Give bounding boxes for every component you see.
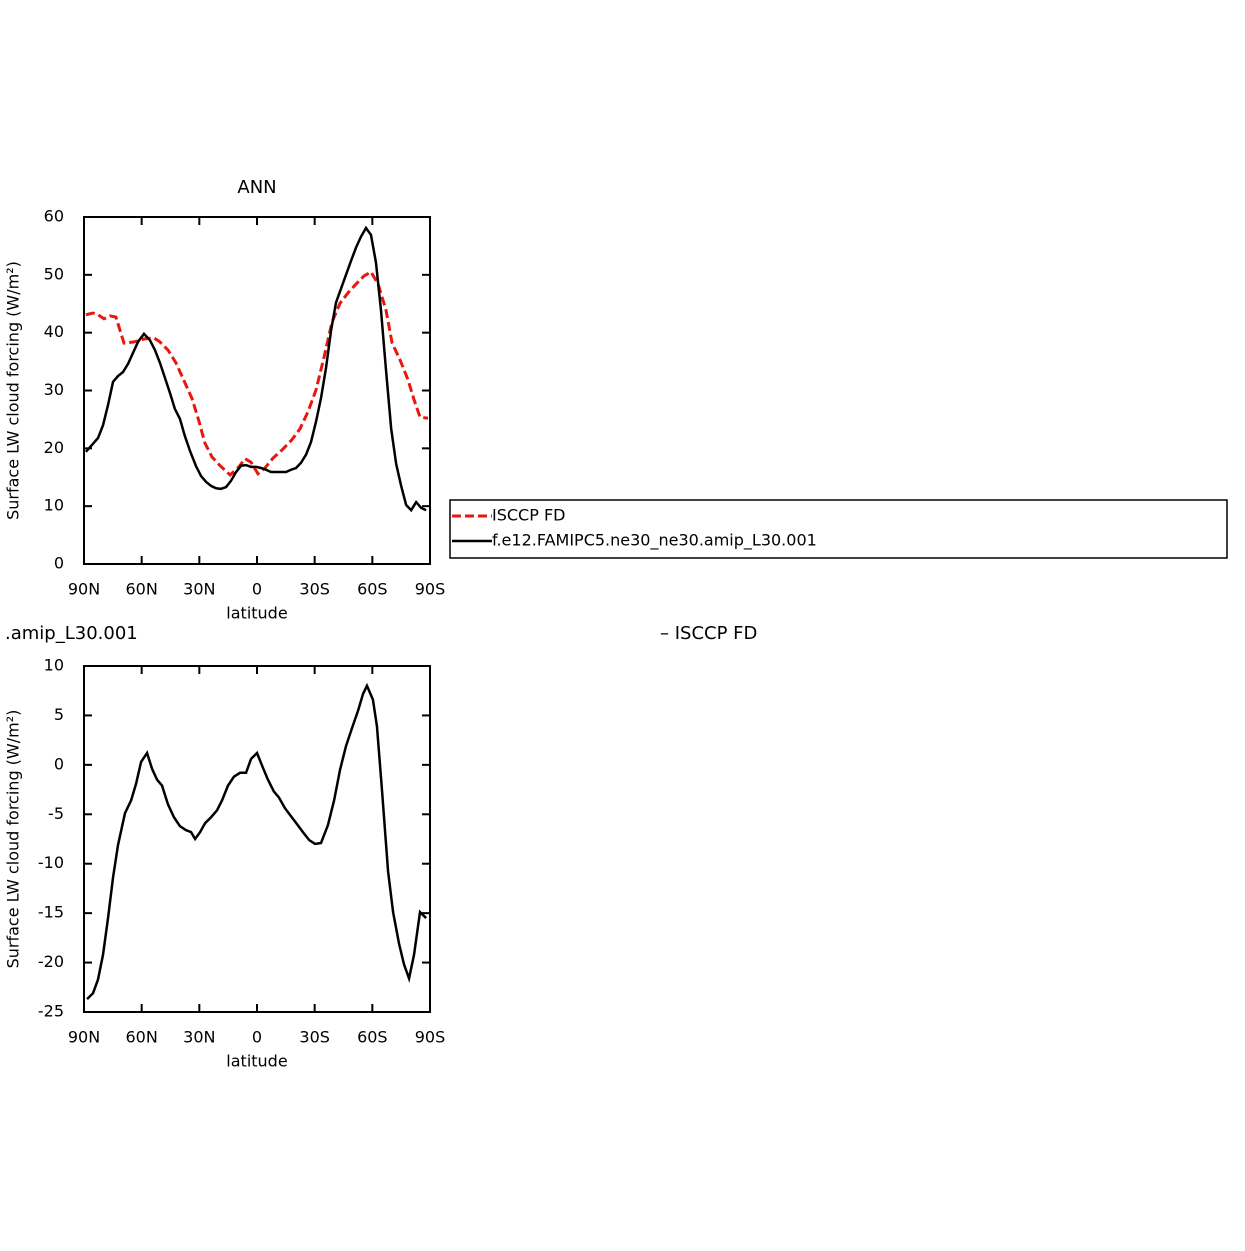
x-tick-label: 90N — [68, 580, 100, 599]
y-axis-label: Surface LW cloud forcing (W/m²) — [4, 261, 23, 520]
y-tick-label: -15 — [38, 903, 64, 922]
x-tick-label: 0 — [252, 580, 262, 599]
chart-title: ANN — [237, 177, 276, 198]
x-tick-label: 90N — [68, 1028, 100, 1047]
x-tick-label: 60N — [126, 580, 158, 599]
y-tick-label: 10 — [44, 496, 64, 515]
legend-box — [449, 499, 1228, 559]
y-tick-label: -10 — [38, 853, 64, 872]
y-tick-label: 0 — [54, 754, 64, 773]
x-tick-label: 90S — [415, 1028, 446, 1047]
x-tick-label: 30N — [183, 580, 215, 599]
plot-frame — [83, 216, 431, 565]
plot-frame — [83, 665, 431, 1013]
x-tick-label: 30S — [299, 580, 330, 599]
y-tick-label: 5 — [54, 705, 64, 724]
y-tick-label: -20 — [38, 952, 64, 971]
chart-title: .amip_L30.001 — [5, 623, 138, 644]
x-tick-label: 60N — [126, 1028, 158, 1047]
data-line — [85, 269, 429, 477]
x-axis-label: latitude — [226, 1052, 287, 1071]
x-tick-label: 30N — [183, 1028, 215, 1047]
y-tick-label: 40 — [44, 322, 64, 341]
legend-label: f.e12.FAMIPC5.ne30_ne30.amip_L30.001 — [492, 531, 817, 551]
chart-subtitle: – ISCCP FD — [660, 623, 757, 644]
y-tick-label: 30 — [44, 380, 64, 399]
x-tick-label: 0 — [252, 1028, 262, 1047]
y-tick-label: -25 — [38, 1002, 64, 1021]
x-tick-label: 60S — [357, 1028, 388, 1047]
x-axis-label: latitude — [226, 604, 287, 623]
y-tick-label: 50 — [44, 264, 64, 283]
y-tick-label: -5 — [48, 804, 64, 823]
x-tick-label: 30S — [299, 1028, 330, 1047]
y-tick-label: 20 — [44, 438, 64, 457]
x-tick-label: 60S — [357, 580, 388, 599]
legend-label: ISCCP FD — [492, 506, 565, 525]
y-tick-label: 60 — [44, 207, 64, 226]
data-line — [84, 225, 427, 513]
x-tick-label: 90S — [415, 580, 446, 599]
data-line — [86, 682, 428, 1001]
y-tick-label: 0 — [54, 554, 64, 573]
y-axis-label: Surface LW cloud forcing (W/m²) — [4, 710, 23, 969]
y-tick-label: 10 — [44, 656, 64, 675]
